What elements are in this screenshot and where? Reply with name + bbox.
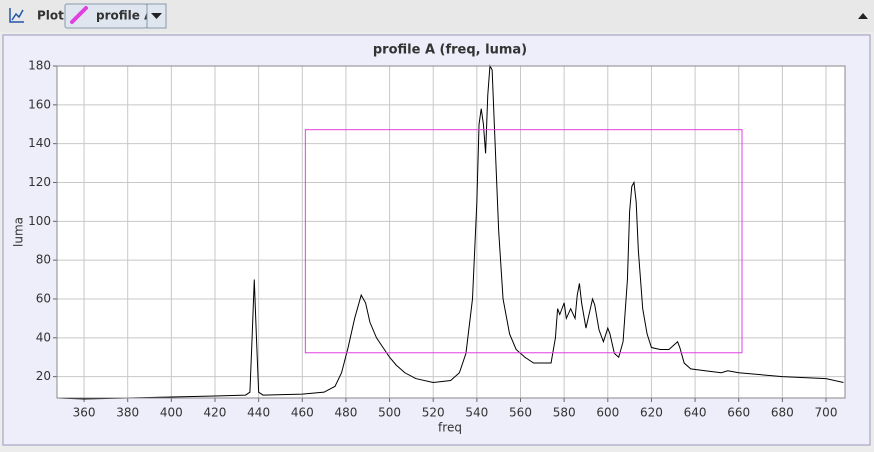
x-tick-label: 400	[160, 406, 183, 420]
x-tick-label: 380	[116, 406, 139, 420]
x-tick-label: 480	[334, 406, 357, 420]
plot-icon	[9, 8, 24, 23]
x-tick-label: 600	[596, 406, 619, 420]
collapse-button[interactable]	[858, 13, 868, 19]
toolbar-label: Plot	[37, 9, 64, 23]
x-tick-label: 460	[291, 406, 314, 420]
x-tick-label: 580	[553, 406, 576, 420]
x-tick-label: 680	[771, 406, 794, 420]
plot-border	[56, 65, 846, 399]
y-tick-label: 60	[36, 291, 51, 305]
profile-name: profile A	[96, 9, 154, 23]
chart-title: profile A (freq, luma)	[373, 43, 527, 58]
x-tick-label: 440	[247, 406, 270, 420]
y-tick-label: 160	[28, 97, 51, 111]
roi-rectangle	[304, 129, 743, 354]
x-axis-label: freq	[438, 421, 462, 435]
y-tick-label: 20	[36, 369, 51, 383]
y-tick-label: 120	[28, 175, 51, 189]
y-tick-label: 140	[28, 136, 51, 150]
x-tick-label: 360	[73, 406, 96, 420]
x-tick-label: 660	[727, 406, 750, 420]
pencil-icon	[70, 6, 88, 24]
dropdown-arrow	[151, 13, 162, 19]
x-tick-label: 500	[378, 406, 401, 420]
y-tick-label: 40	[36, 330, 51, 344]
plot-area	[56, 65, 846, 399]
y-tick-label: 100	[28, 214, 51, 228]
x-tick-label: 420	[204, 406, 227, 420]
x-tick-label: 700	[815, 406, 838, 420]
data-line	[57, 64, 844, 400]
y-axis-label: luma	[12, 217, 26, 247]
x-tick-label: 640	[684, 406, 707, 420]
y-tick-label: 80	[36, 253, 51, 267]
x-tick-label: 540	[465, 406, 488, 420]
x-tick-label: 560	[509, 406, 532, 420]
y-tick-label: 180	[28, 59, 51, 73]
x-tick-label: 520	[422, 406, 445, 420]
x-tick-label: 620	[640, 406, 663, 420]
